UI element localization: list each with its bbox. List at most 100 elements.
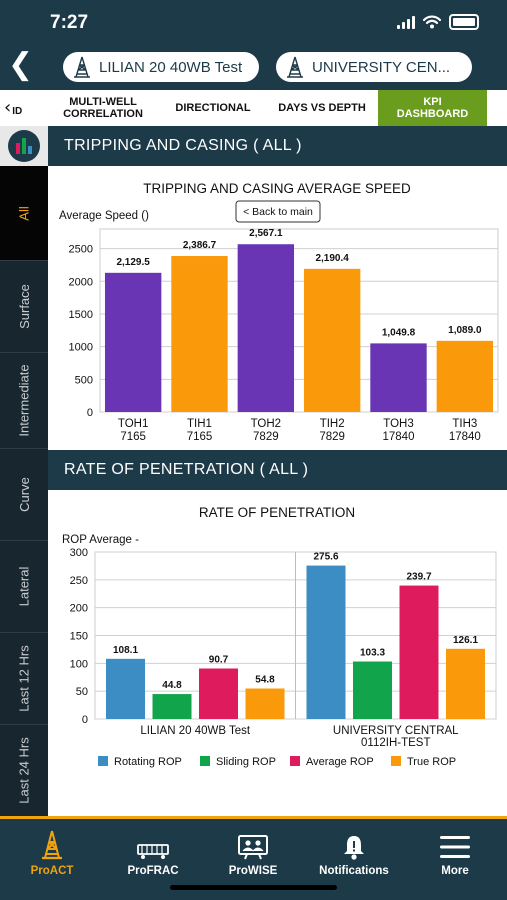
data-label: 239.7 — [406, 572, 431, 583]
y-tick-label: 500 — [75, 374, 93, 386]
x-tick-label: TOH2 7829 — [251, 418, 281, 443]
nav-profrac[interactable]: ProFRAC — [103, 825, 203, 877]
nav-notifications-label: Notifications — [319, 865, 389, 877]
y-tick-label: 200 — [70, 603, 88, 615]
nav-profrac-label: ProFRAC — [127, 865, 179, 877]
bar[interactable] — [436, 340, 494, 412]
sidebar-item-all[interactable]: All — [0, 166, 48, 260]
sidebar-item-last-12-hrs[interactable]: Last 12 Hrs — [0, 632, 48, 724]
rop-chart: RATE OF PENETRATION ROP Average - 0 50 100… — [62, 505, 497, 768]
bar[interactable] — [353, 661, 392, 719]
oil-rig-icon — [287, 56, 303, 78]
wifi-icon — [423, 15, 441, 29]
bar[interactable] — [152, 694, 192, 719]
x-tick-label: UNIVERSITY CENTRAL 0112IH-TEST — [333, 725, 459, 749]
bar[interactable] — [370, 343, 427, 412]
legend-label: True ROP — [407, 756, 456, 768]
nav-more[interactable]: More — [405, 825, 505, 877]
sidebar-item-curve[interactable]: Curve — [0, 448, 48, 540]
tab-scroll-left-icon: ‹ — [4, 97, 12, 118]
data-label: 2,386.7 — [183, 240, 217, 251]
sidebar-item-surface[interactable]: Surface — [0, 260, 48, 352]
oil-rig-icon — [74, 56, 90, 78]
bar[interactable] — [237, 244, 295, 412]
status-time: 7:27 — [50, 12, 89, 33]
sidebar-divider — [0, 260, 48, 261]
tripping-casing-panel: TRIPPING AND CASING AVERAGE SPEED Averag… — [48, 166, 507, 450]
legend-swatch — [98, 756, 108, 766]
top-tab-bar: ‹ ID MULTI-WELL CORRELATION DIRECTIONAL … — [0, 90, 507, 126]
nav-proact[interactable]: ProACT — [2, 825, 102, 877]
x-tick-label: TOH1 7165 — [118, 418, 148, 443]
data-label: 90.7 — [209, 655, 229, 666]
truck-icon — [137, 844, 169, 859]
legend-label: Sliding ROP — [216, 756, 276, 768]
tab-directional[interactable]: DIRECTIONAL — [162, 90, 264, 126]
well-selector-2[interactable]: UNIVERSITY CEN... — [276, 52, 472, 82]
derrick-icon — [42, 830, 62, 860]
sidebar-divider — [0, 632, 48, 633]
battery-icon — [449, 14, 479, 30]
hamburger-icon — [440, 836, 470, 858]
bar[interactable] — [303, 268, 361, 412]
rop-section-title: RATE OF PENETRATION ( ALL ) — [64, 461, 309, 478]
tab-days-vs-depth[interactable]: DAYS VS DEPTH — [266, 90, 378, 126]
phase-sidebar: All Surface Intermediate Curve Lateral L… — [0, 126, 48, 816]
bar[interactable] — [171, 256, 228, 412]
nav-more-label: More — [441, 865, 469, 877]
y-tick-label: 50 — [76, 686, 88, 698]
data-label: 1,049.8 — [382, 327, 416, 338]
bar[interactable] — [245, 688, 285, 719]
app-header: ❮ LILIAN 20 40WB Test UNIVERSITY CEN... — [0, 44, 507, 90]
chart-title: TRIPPING AND CASING AVERAGE SPEED — [143, 181, 411, 196]
sidebar-item-last-24-hrs[interactable]: Last 24 Hrs — [0, 724, 48, 816]
legend-swatch — [290, 756, 300, 766]
tab-kpi-dashboard[interactable]: KPI DASHBOARD — [378, 90, 487, 126]
bar[interactable] — [199, 668, 238, 719]
data-label: 275.6 — [313, 552, 338, 563]
back-to-main-label: < Back to main — [243, 206, 313, 218]
y-tick-label: 100 — [70, 658, 88, 670]
people-board-icon — [238, 835, 268, 860]
data-label: 54.8 — [255, 674, 275, 685]
nav-proact-label: ProACT — [30, 865, 74, 877]
data-label: 108.1 — [113, 645, 138, 656]
legend-item[interactable]: True ROP — [391, 756, 456, 768]
y-tick-label: 1000 — [69, 342, 93, 354]
back-chevron-icon[interactable]: ❮ — [8, 47, 34, 82]
sidebar-item-lateral-label: Lateral — [16, 566, 32, 606]
x-tick-label: LILIAN 20 40WB Test — [140, 725, 251, 737]
tab-id-label: ID — [12, 106, 23, 117]
tab-multi-well-correlation[interactable]: MULTI-WELL CORRELATION — [46, 90, 160, 126]
well-selector-1[interactable]: LILIAN 20 40WB Test — [63, 52, 259, 82]
nav-prowise[interactable]: ProWISE — [203, 825, 303, 877]
nav-notifications[interactable]: Notifications — [304, 825, 404, 877]
bar[interactable] — [306, 565, 346, 719]
bar[interactable] — [446, 648, 485, 719]
bar-chart-icon — [8, 130, 40, 162]
sidebar-item-surface-label: Surface — [16, 283, 32, 329]
sidebar-item-intermediate[interactable]: Intermediate — [0, 352, 48, 448]
data-label: 126.1 — [453, 635, 478, 646]
y-axis-label: ROP Average - — [62, 534, 139, 546]
data-label: 2,567.1 — [249, 228, 283, 239]
tab-multi-well-correlation-label: MULTI-WELL CORRELATION — [63, 96, 143, 120]
sidebar-divider — [0, 352, 48, 353]
tab-directional-label: DIRECTIONAL — [175, 102, 251, 114]
legend-item[interactable]: Sliding ROP — [200, 756, 276, 768]
back-to-main-button[interactable]: < Back to main — [235, 200, 321, 223]
bar[interactable] — [399, 585, 439, 719]
bar[interactable] — [106, 658, 145, 719]
sidebar-item-lateral[interactable]: Lateral — [0, 540, 48, 632]
y-tick-label: 1500 — [69, 309, 93, 321]
tab-id[interactable]: ‹ ID — [0, 90, 42, 126]
sidebar-item-last-12-hrs-label: Last 12 Hrs — [16, 644, 32, 712]
chart-title: RATE OF PENETRATION — [199, 505, 355, 520]
legend-swatch — [200, 756, 210, 766]
legend-item[interactable]: Average ROP — [290, 756, 374, 768]
status-bar: 7:27 — [0, 0, 507, 44]
x-tick-label: TOH3 17840 — [383, 418, 415, 443]
chart-toggle-button[interactable] — [0, 126, 48, 166]
legend-item[interactable]: Rotating ROP — [98, 756, 182, 768]
bar[interactable] — [104, 272, 162, 412]
